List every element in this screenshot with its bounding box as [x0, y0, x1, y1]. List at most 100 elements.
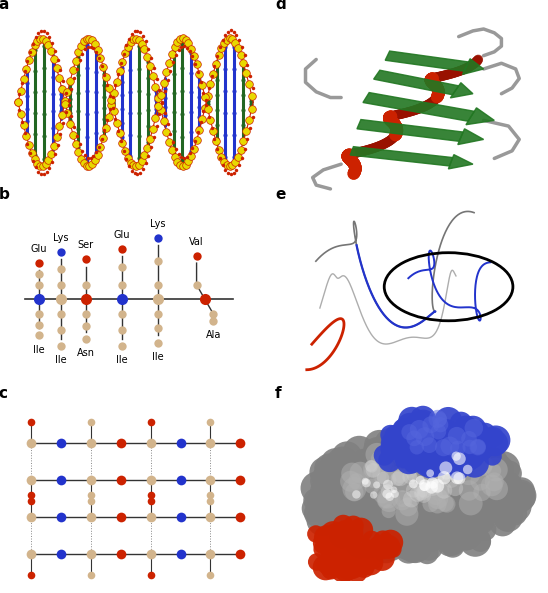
Point — [392, 492, 401, 502]
Point — [481, 492, 490, 502]
Point — [332, 532, 340, 541]
Point — [404, 480, 413, 490]
Point — [342, 460, 351, 470]
Text: Ile: Ile — [33, 345, 44, 355]
Point — [386, 442, 395, 452]
Point — [404, 539, 413, 549]
Point — [381, 507, 390, 517]
Point — [420, 486, 429, 496]
Point — [332, 473, 340, 483]
Point — [431, 492, 440, 502]
Point — [311, 496, 319, 505]
Point — [313, 483, 322, 493]
Point — [473, 442, 482, 452]
Point — [370, 504, 379, 514]
Point — [419, 482, 428, 491]
Point — [404, 545, 413, 554]
Point — [439, 473, 448, 482]
Point — [406, 437, 414, 447]
Point — [425, 541, 433, 551]
Point — [396, 454, 405, 463]
Point — [420, 484, 429, 493]
Point — [420, 467, 429, 477]
Point — [438, 448, 447, 457]
Point — [426, 420, 435, 429]
Point — [366, 553, 374, 563]
Point — [379, 527, 387, 536]
Point — [439, 486, 448, 495]
Point — [433, 499, 442, 509]
Point — [408, 436, 417, 446]
Point — [382, 511, 391, 521]
Point — [409, 445, 418, 454]
Point — [511, 502, 520, 511]
Point — [426, 499, 435, 509]
Point — [420, 480, 429, 490]
Point — [446, 537, 455, 546]
Point — [416, 490, 425, 499]
Point — [499, 463, 507, 473]
Point — [361, 518, 369, 527]
Point — [429, 483, 437, 492]
Point — [331, 508, 340, 517]
Point — [431, 458, 440, 467]
Point — [366, 522, 375, 532]
Point — [385, 444, 394, 454]
Point — [356, 476, 364, 485]
Point — [442, 473, 451, 482]
Point — [357, 525, 366, 535]
Point — [494, 466, 503, 475]
Point — [386, 439, 395, 448]
Point — [452, 445, 461, 455]
Point — [411, 443, 420, 452]
Point — [358, 522, 367, 532]
Point — [407, 495, 416, 504]
Point — [461, 524, 470, 534]
Point — [332, 461, 341, 471]
Point — [419, 414, 427, 423]
Point — [372, 470, 380, 480]
Point — [384, 542, 393, 551]
Point — [374, 455, 383, 465]
Point — [427, 482, 436, 492]
Point — [452, 527, 460, 536]
Point — [441, 499, 449, 508]
Point — [483, 503, 492, 512]
Point — [452, 525, 460, 534]
Point — [448, 495, 457, 504]
Polygon shape — [385, 51, 469, 71]
Point — [378, 553, 386, 563]
Point — [378, 489, 387, 499]
Point — [379, 535, 387, 545]
Point — [398, 425, 407, 434]
Point — [411, 534, 420, 544]
Polygon shape — [463, 59, 483, 74]
Point — [318, 544, 327, 554]
Point — [378, 458, 387, 468]
Point — [427, 455, 436, 464]
Point — [345, 544, 353, 553]
Point — [401, 473, 410, 483]
Point — [355, 490, 364, 499]
Point — [360, 542, 369, 551]
Point — [327, 565, 335, 575]
Point — [356, 468, 364, 477]
Point — [512, 490, 521, 499]
Point — [398, 476, 407, 485]
Point — [407, 517, 415, 526]
Point — [384, 480, 392, 489]
Point — [361, 477, 369, 486]
Point — [330, 554, 339, 564]
Point — [367, 473, 376, 482]
Point — [478, 447, 487, 456]
Point — [367, 464, 376, 474]
Point — [469, 425, 477, 434]
Point — [410, 445, 419, 455]
Point — [345, 556, 353, 565]
Point — [355, 447, 364, 457]
Point — [413, 425, 421, 434]
Point — [496, 510, 505, 519]
Point — [435, 431, 444, 440]
Point — [418, 437, 427, 447]
Point — [439, 439, 448, 449]
